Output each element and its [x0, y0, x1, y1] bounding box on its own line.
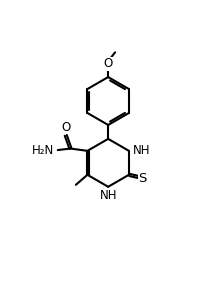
Text: H₂N: H₂N: [32, 144, 54, 157]
Text: NH: NH: [99, 189, 117, 202]
Text: NH: NH: [133, 144, 151, 157]
Text: S: S: [139, 172, 147, 185]
Text: O: O: [104, 57, 113, 70]
Text: O: O: [61, 120, 70, 134]
